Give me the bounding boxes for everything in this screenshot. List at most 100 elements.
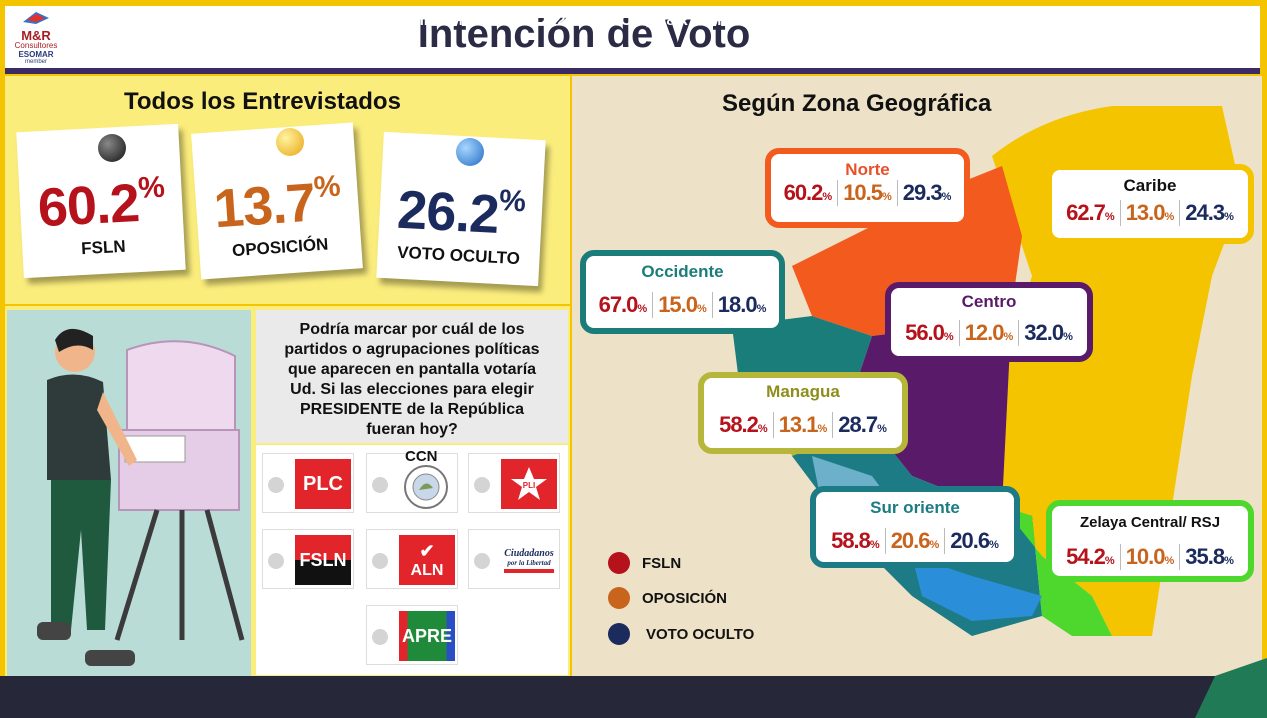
- question-line-3: que aparecen en pantalla votaría: [287, 361, 537, 378]
- ciudadanos-text: Ciudadanos: [504, 547, 554, 559]
- party-option-aln[interactable]: ✔ ALN: [366, 529, 458, 589]
- norte-fsln-unit: %: [822, 191, 833, 203]
- radio-ccn[interactable]: [372, 477, 388, 493]
- logo-graphic-icon: [23, 12, 49, 24]
- note-oposicion-number: 13.7: [211, 172, 317, 240]
- zone-sur-oriente-values: 58.8% 20.6% 20.6%: [816, 528, 1014, 554]
- managua-fsln: 58.2%: [714, 412, 773, 438]
- legend-voto-oculto-dot-icon: [608, 623, 630, 645]
- apre-logo: APRE: [399, 611, 455, 661]
- black-pushpin-icon: [98, 134, 126, 162]
- question-line-2: partidos o agrupaciones políticas: [284, 341, 540, 358]
- zone-zelaya-name: Zelaya Central/ RSJ: [1079, 514, 1221, 531]
- party-option-ccn[interactable]: CCN: [366, 448, 458, 513]
- question-line-6: fueran hoy?: [366, 421, 458, 438]
- norte-oposicion-number: 10.5: [843, 180, 883, 205]
- occidente-voto-oculto: 18.0%: [711, 292, 772, 318]
- norte-fsln-number: 60.2: [783, 180, 824, 205]
- sur-oriente-oposicion: 20.6%: [884, 528, 945, 554]
- sur-oriente-voto-oculto-unit: %: [989, 539, 999, 551]
- party-option-fsln[interactable]: FSLN: [262, 529, 354, 589]
- legend-oposicion-dot-icon: [608, 587, 630, 609]
- footer-source: Nicaragua Rumbo a Noviembre 2021 - 8va. …: [313, 12, 862, 29]
- zelaya-fsln-unit: %: [1104, 555, 1115, 567]
- radio-aln[interactable]: [372, 553, 388, 569]
- caribe-fsln: 62.7%: [1061, 200, 1120, 226]
- managua-oposicion-unit: %: [817, 423, 828, 435]
- zone-caribe-values: 62.7% 13.0% 24.3%: [1052, 200, 1248, 226]
- page-title: Intención de Voto: [417, 12, 751, 56]
- radio-apre[interactable]: [372, 629, 388, 645]
- centro-voto-oculto: 32.0%: [1018, 320, 1078, 346]
- centro-fsln-unit: %: [943, 331, 954, 343]
- note-fsln-number: 60.2: [36, 173, 141, 239]
- party-option-plc[interactable]: PLC: [262, 453, 354, 513]
- logo-text-consultores: Consultores: [14, 41, 58, 50]
- radio-pli[interactable]: [474, 477, 490, 493]
- party-option-ciudadanos[interactable]: Ciudadanos por la Libertad: [468, 529, 560, 589]
- sur-oriente-oposicion-number: 20.6: [890, 528, 931, 553]
- party-option-apre[interactable]: APRE: [366, 605, 458, 665]
- logo-text-esomar: ESOMAR: [18, 50, 54, 59]
- zone-zelaya-values: 54.2% 10.0% 35.8%: [1052, 544, 1248, 570]
- zone-sur-oriente-name: Sur oriente: [870, 498, 960, 517]
- managua-fsln-number: 58.2: [719, 412, 759, 437]
- ballot-options: PLC CCN PLI FSLN ✔ ALN Ciudadan: [256, 445, 568, 675]
- ciudadanos-stripe: [504, 568, 554, 573]
- radio-ciudadanos[interactable]: [474, 553, 490, 569]
- zone-centro-name: Centro: [961, 292, 1017, 311]
- occidente-voto-oculto-number: 18.0: [717, 292, 758, 317]
- caribe-voto-oculto-unit: %: [1224, 211, 1234, 223]
- question-line-1: Podría marcar por cuál de los: [299, 321, 525, 338]
- legend-voto-oculto-label: VOTO OCULTO: [646, 626, 755, 643]
- caribe-voto-oculto-number: 24.3: [1185, 200, 1225, 225]
- centro-voto-oculto-unit: %: [1063, 331, 1073, 343]
- note-oposicion-unit: %: [312, 169, 341, 205]
- footer-bar: [0, 658, 1267, 718]
- ccn-seal-icon: [404, 465, 448, 509]
- zelaya-oposicion-number: 10.0: [1125, 544, 1166, 569]
- centro-oposicion: 12.0%: [958, 320, 1019, 346]
- managua-voto-oculto-number: 28.7: [838, 412, 878, 437]
- callout-norte: Norte 60.2% 10.5% 29.3%: [765, 148, 970, 228]
- page-number: 21: [1228, 12, 1245, 29]
- ciudadanos-sub: por la Libertad: [507, 558, 551, 567]
- pli-star-icon: PLI: [511, 467, 547, 500]
- centro-fsln-number: 56.0: [905, 320, 945, 345]
- aln-check-icon: ✔: [419, 540, 435, 561]
- occidente-oposicion: 15.0%: [652, 292, 712, 318]
- caribe-oposicion: 13.0%: [1119, 200, 1180, 226]
- zone-occidente-values: 67.0% 15.0% 18.0%: [586, 292, 779, 318]
- centro-oposicion-number: 12.0: [964, 320, 1005, 345]
- survey-question: Podría marcar por cuál de los partidos o…: [256, 310, 568, 443]
- mr-logo: M&R Consultores ESOMAR member: [10, 10, 62, 66]
- legend-oposicion-label: OPOSICIÓN: [642, 590, 728, 607]
- plc-logo: PLC: [295, 459, 351, 509]
- zone-norte-name: Norte: [845, 160, 890, 179]
- sur-oriente-voto-oculto: 20.6%: [944, 528, 1004, 554]
- caribe-voto-oculto: 24.3%: [1179, 200, 1239, 226]
- centro-voto-oculto-number: 32.0: [1024, 320, 1064, 345]
- legend-fsln-dot-icon: [608, 552, 630, 574]
- note-voto-oculto-value: 26.2%: [378, 178, 543, 248]
- ciudadanos-logo: Ciudadanos por la Libertad: [501, 535, 557, 585]
- party-option-pli[interactable]: PLI: [468, 453, 560, 513]
- managua-voto-oculto: 28.7%: [832, 412, 892, 438]
- norte-voto-oculto-unit: %: [941, 191, 952, 203]
- caribe-oposicion-number: 13.0: [1125, 200, 1166, 225]
- radio-fsln[interactable]: [268, 553, 284, 569]
- occidente-fsln: 67.0%: [594, 292, 653, 318]
- occidente-oposicion-unit: %: [697, 303, 707, 315]
- zelaya-voto-oculto-number: 35.8: [1185, 544, 1225, 569]
- zelaya-fsln: 54.2%: [1061, 544, 1120, 570]
- centro-oposicion-unit: %: [1003, 331, 1014, 343]
- sur-oriente-oposicion-unit: %: [929, 539, 940, 551]
- callout-caribe: Caribe 62.7% 13.0% 24.3%: [1046, 164, 1254, 244]
- ccn-label: CCN: [405, 448, 438, 465]
- norte-voto-oculto: 29.3%: [896, 180, 957, 206]
- radio-plc[interactable]: [268, 477, 284, 493]
- centro-fsln: 56.0%: [900, 320, 959, 346]
- pli-star-text: PLI: [523, 481, 535, 490]
- occidente-fsln-unit: %: [637, 303, 648, 315]
- zone-centro-values: 56.0% 12.0% 32.0%: [891, 320, 1087, 346]
